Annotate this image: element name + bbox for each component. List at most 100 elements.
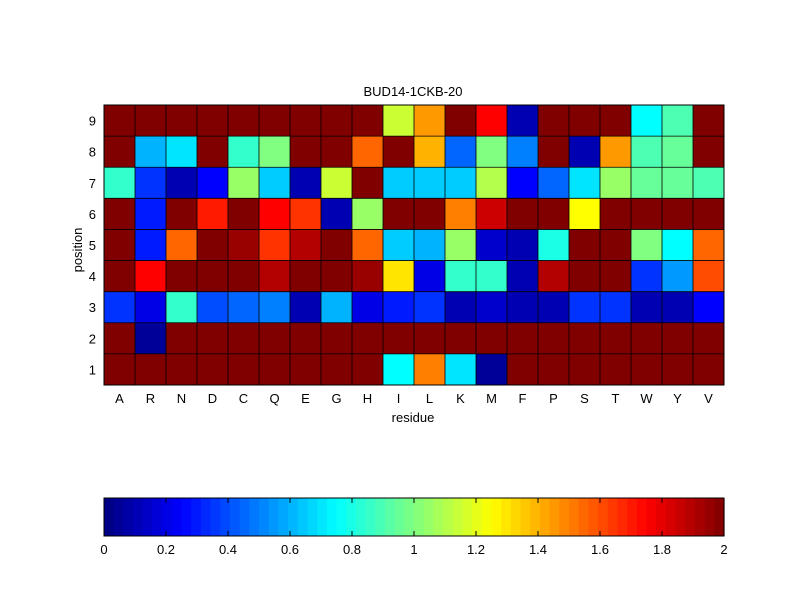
heatmap-cell-W-2 [631, 322, 662, 354]
colorbar-swatch [239, 498, 250, 536]
heatmap-grid [104, 105, 724, 385]
heatmap-cell-E-1 [290, 353, 321, 385]
heatmap-cell-C-9 [228, 105, 259, 137]
heatmap-cell-I-6 [383, 198, 414, 230]
x-tick-label: N [177, 391, 186, 406]
heatmap-cell-I-1 [383, 353, 414, 385]
x-tick-label: T [612, 391, 620, 406]
heatmap-cell-S-3 [569, 291, 600, 323]
heatmap-cell-A-5 [104, 229, 135, 261]
heatmap-cell-S-2 [569, 322, 600, 354]
heatmap-cell-E-8 [290, 136, 321, 168]
colorbar-swatch [191, 498, 202, 536]
heatmap-cell-W-1 [631, 353, 662, 385]
x-tick-label: G [331, 391, 341, 406]
heatmap-cell-C-7 [228, 167, 259, 199]
heatmap-cell-C-5 [228, 229, 259, 261]
colorbar-swatch [452, 498, 464, 536]
heatmap-cell-W-4 [631, 260, 662, 292]
heatmap-cell-G-8 [321, 136, 352, 168]
colorbar-swatch [152, 498, 163, 536]
heatmap-cell-G-1 [321, 353, 352, 385]
colorbar-swatch [423, 498, 434, 536]
heatmap-cell-N-3 [166, 291, 197, 323]
colorbar-swatch [229, 498, 241, 536]
heatmap-cell-Y-8 [662, 136, 693, 168]
heatmap-cell-T-5 [600, 229, 631, 261]
heatmap-cell-E-6 [290, 198, 321, 230]
heatmap-cell-M-3 [476, 291, 507, 323]
heatmap-cell-S-9 [569, 105, 600, 137]
heatmap-cell-D-9 [197, 105, 228, 137]
heatmap-cell-Q-6 [259, 198, 290, 230]
heatmap-cell-T-8 [600, 136, 631, 168]
colorbar-swatch [113, 498, 124, 536]
colorbar-swatch [510, 498, 522, 536]
heatmap-cell-F-1 [507, 353, 538, 385]
heatmap-cell-D-7 [197, 167, 228, 199]
colorbar-tick-label: 1.4 [529, 542, 547, 557]
colorbar-swatch [530, 498, 541, 536]
y-tick-label: 5 [89, 238, 96, 253]
heatmap-cell-S-7 [569, 167, 600, 199]
x-tick-label: C [239, 391, 248, 406]
heatmap-cell-N-4 [166, 260, 197, 292]
heatmap-cell-H-5 [352, 229, 383, 261]
colorbar-swatch [646, 498, 657, 536]
colorbar-swatch [375, 498, 386, 536]
heatmap-cell-L-2 [414, 322, 445, 354]
heatmap-cell-Q-2 [259, 322, 290, 354]
heatmap-cell-R-7 [135, 167, 166, 199]
heatmap-cell-T-7 [600, 167, 631, 199]
heatmap-cell-Y-4 [662, 260, 693, 292]
colorbar-swatch [588, 498, 599, 536]
colorbar-swatch [288, 498, 299, 536]
heatmap-cell-I-3 [383, 291, 414, 323]
heatmap-cell-P-8 [538, 136, 569, 168]
heatmap-cell-M-2 [476, 322, 507, 354]
heatmap-cell-T-1 [600, 353, 631, 385]
y-tick-label: 2 [89, 331, 96, 346]
heatmap-cells [104, 105, 724, 385]
heatmap-cell-N-2 [166, 322, 197, 354]
colorbar-swatch [578, 498, 589, 536]
heatmap-cell-G-3 [321, 291, 352, 323]
heatmap-cell-T-2 [600, 322, 631, 354]
heatmap-cell-C-1 [228, 353, 259, 385]
heatmap-cell-H-1 [352, 353, 383, 385]
heatmap-cell-G-9 [321, 105, 352, 137]
heatmap-cell-Y-1 [662, 353, 693, 385]
heatmap-cell-W-8 [631, 136, 662, 168]
heatmap-cell-N-8 [166, 136, 197, 168]
colorbar-swatch [520, 498, 531, 536]
heatmap-cell-G-2 [321, 322, 352, 354]
heatmap-cell-N-5 [166, 229, 197, 261]
heatmap-cell-Q-3 [259, 291, 290, 323]
heatmap-cell-D-6 [197, 198, 228, 230]
heatmap-cell-C-2 [228, 322, 259, 354]
heatmap-cell-M-8 [476, 136, 507, 168]
heatmap-cell-D-8 [197, 136, 228, 168]
heatmap-cell-M-7 [476, 167, 507, 199]
colorbar-swatch [404, 498, 415, 536]
heatmap-cell-N-1 [166, 353, 197, 385]
colorbar-swatch [268, 498, 279, 536]
colorbar-swatch [481, 498, 493, 536]
y-tick-label: 8 [89, 145, 96, 160]
heatmap-cell-V-6 [693, 198, 724, 230]
colorbar-swatch [617, 498, 628, 536]
colorbar-swatch [704, 498, 715, 536]
heatmap-cell-V-8 [693, 136, 724, 168]
heatmap-cell-I-2 [383, 322, 414, 354]
x-tick-label: E [301, 391, 310, 406]
heatmap-cell-I-7 [383, 167, 414, 199]
heatmap-cell-R-8 [135, 136, 166, 168]
heatmap-cell-C-6 [228, 198, 259, 230]
heatmap-cell-I-5 [383, 229, 414, 261]
colorbar-swatch [607, 498, 619, 536]
colorbar-swatch [104, 498, 115, 536]
heatmap-cell-H-6 [352, 198, 383, 230]
heatmap-cell-R-6 [135, 198, 166, 230]
x-tick-label: V [704, 391, 713, 406]
